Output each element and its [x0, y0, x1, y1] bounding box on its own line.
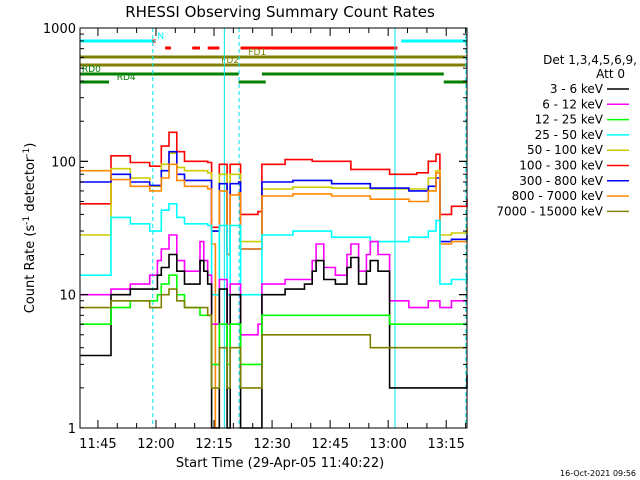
y-tick-label: 1 [68, 422, 76, 437]
x-tick-label: 11:45 [79, 437, 116, 452]
y-axis: 1 10 100 1000 [43, 22, 467, 437]
legend-label: 7000 - 15000 keV [496, 204, 603, 218]
legend-label: 3 - 6 keV [550, 82, 604, 96]
series-layer [80, 131, 468, 429]
series-line-5 [80, 203, 468, 296]
legend-header-line-1: Det 1,3,4,5,6,9, [543, 53, 637, 67]
vlines-layer [79, 28, 467, 428]
x-tick-label: 12:15 [195, 437, 232, 452]
series-line-7 [80, 253, 468, 429]
x-tick-label: 12:30 [253, 437, 290, 452]
plot-frame [79, 27, 468, 429]
legend-label: 100 - 300 keV [519, 159, 603, 173]
flag-label-rd0: RD0 [82, 65, 101, 75]
series-line-4 [80, 163, 467, 429]
timestamp: 16-Oct-2021 09:56 [560, 469, 636, 478]
flag-label-fd1: FD1 [248, 48, 266, 58]
x-tick-label: 12:45 [311, 437, 348, 452]
y-tick-label: 100 [51, 155, 76, 170]
legend-label: 12 - 25 keV [535, 113, 604, 127]
flag-label-f: F [152, 39, 157, 49]
legend-label: 6 - 12 keV [542, 97, 604, 111]
x-axis-label: Start Time (29-Apr-05 11:40:22) [176, 456, 384, 471]
flags-layer: NF FD1 FD2 RD0 RD4 [80, 32, 467, 84]
legend-header-line-2: Att 0 [596, 67, 625, 81]
flag-label-rd4: RD4 [117, 73, 136, 83]
flag-label-fd2: FD2 [221, 56, 239, 66]
y-tick-label: 1000 [43, 22, 76, 37]
legend-label: 50 - 100 keV [527, 143, 604, 157]
x-tick-label: 13:00 [369, 437, 406, 452]
series-line-1 [80, 131, 468, 256]
y-tick-label: 10 [59, 289, 76, 304]
y-axis-label: Count Rate (s-1 detector-1) [22, 143, 38, 314]
series-line-9 [80, 288, 467, 389]
legend-label: 800 - 7000 keV [512, 189, 604, 203]
flag-label-n: N [157, 32, 164, 42]
x-tick-label: 12:00 [137, 437, 174, 452]
series-line-6 [80, 234, 467, 336]
chart-title: RHESSI Observing Summary Count Rates [125, 3, 435, 21]
legend-label: 300 - 800 keV [519, 174, 603, 188]
legend-label: 25 - 50 keV [535, 128, 604, 142]
x-tick-label: 13:15 [427, 437, 464, 452]
x-axis: 11:45 12:00 12:15 12:30 12:45 13:00 13:15 [79, 28, 467, 452]
